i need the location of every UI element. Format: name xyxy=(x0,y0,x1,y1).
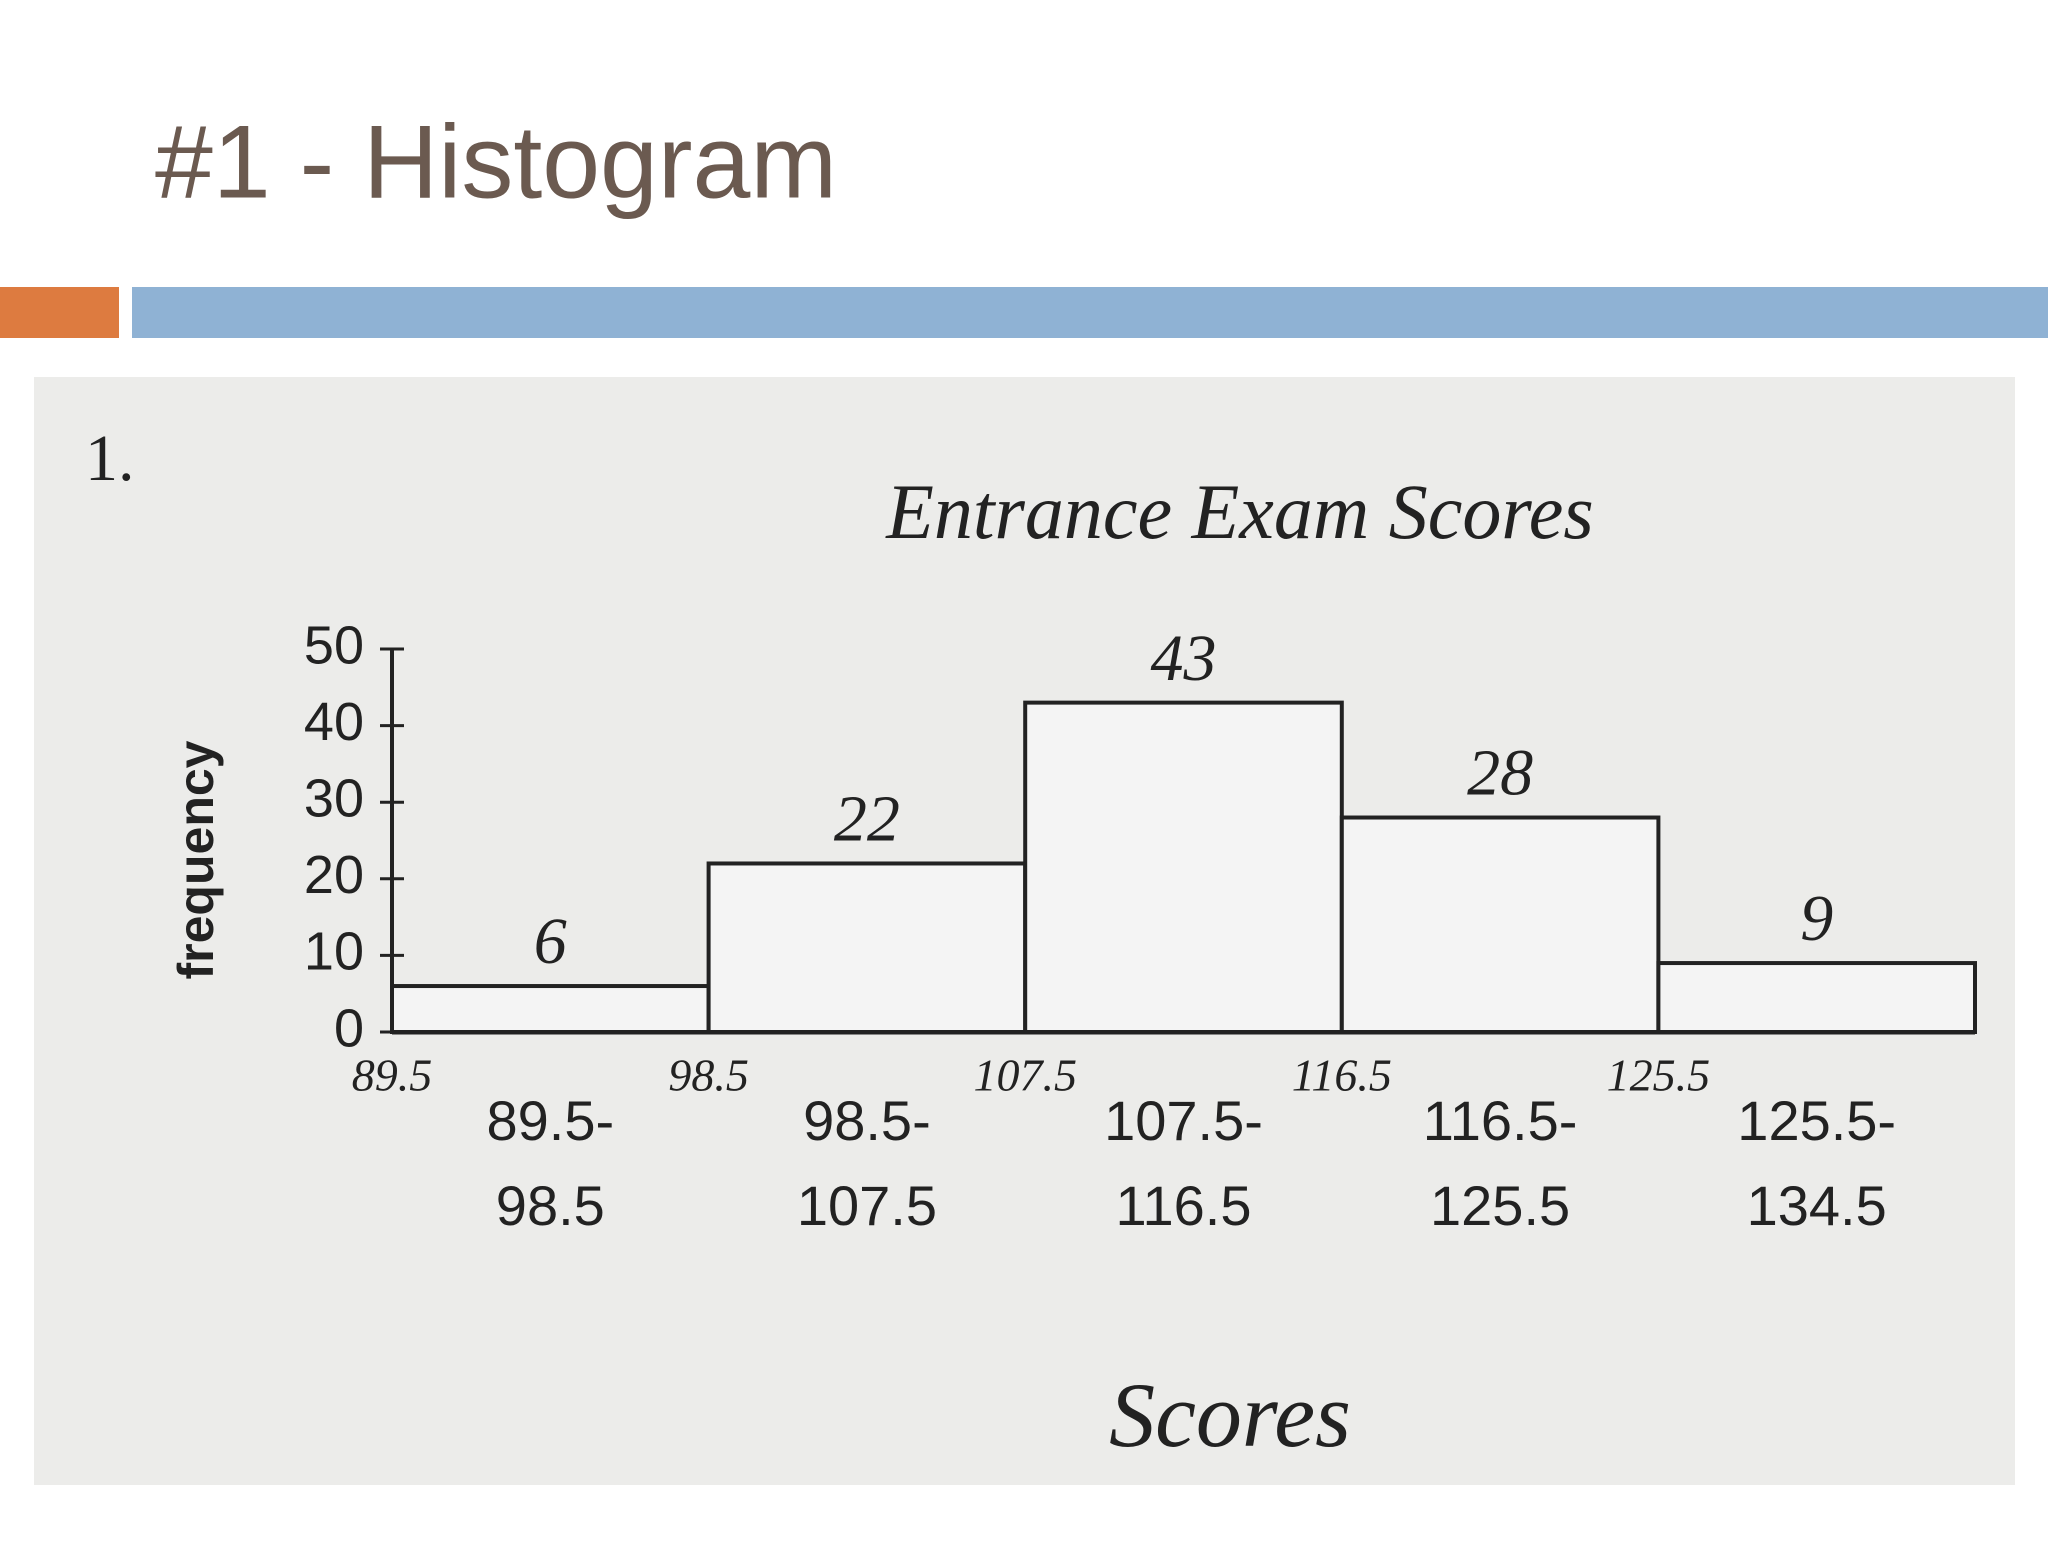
data-label: 22 xyxy=(834,783,900,856)
bar xyxy=(1656,961,1978,1034)
y-tick-label: 50 xyxy=(304,615,364,675)
x-tick-label-line: 98.5- xyxy=(803,1089,931,1152)
x-tick-label-line: 116.5 xyxy=(1116,1174,1252,1237)
data-label: 6 xyxy=(534,905,567,978)
x-tick-label-line: 125.5 xyxy=(1430,1174,1570,1237)
bin-edge-label: 116.5 xyxy=(1292,1050,1392,1101)
x-tick-label-line: 107.5- xyxy=(1104,1089,1263,1152)
x-tick-label: 89.5- 98.5 xyxy=(486,1089,614,1237)
y-tick-label: 30 xyxy=(304,768,364,828)
x-tick-label-line: 98.5 xyxy=(496,1174,605,1237)
x-tick-label-line: 125.5- xyxy=(1737,1089,1896,1152)
x-tick-label-line: 89.5- xyxy=(486,1089,614,1152)
x-tick-label: 98.5- 107.5 xyxy=(797,1089,937,1237)
data-label: 28 xyxy=(1467,737,1533,810)
x-tick-label: 125.5- 134.5 xyxy=(1737,1089,1896,1237)
y-tick-label: 0 xyxy=(334,998,364,1058)
bar xyxy=(1023,700,1344,1034)
slide-title: #1 - Histogram xyxy=(155,104,837,220)
bar xyxy=(706,861,1028,1034)
bin-edge-label: 89.5 xyxy=(352,1050,433,1101)
bin-edge-label: 107.5 xyxy=(973,1050,1077,1101)
bin-edge-label: 98.5 xyxy=(668,1050,749,1101)
x-tick-label-line: 134.5 xyxy=(1747,1174,1887,1237)
data-label: 9 xyxy=(1800,882,1833,955)
problem-number: 1. xyxy=(85,422,135,495)
chart-title: Entrance Exam Scores xyxy=(885,468,1594,555)
y-axis-label: frequency xyxy=(168,740,224,979)
accent-bar xyxy=(0,287,119,338)
x-axis-label: Scores xyxy=(1109,1364,1351,1466)
x-tick-label: 107.5- 116.5 xyxy=(1104,1089,1263,1237)
data-label: 43 xyxy=(1151,622,1217,695)
rule-bar xyxy=(132,287,2048,338)
x-tick-label-line: 107.5 xyxy=(797,1174,937,1237)
x-tick-label: 116.5- 125.5 xyxy=(1423,1089,1578,1237)
y-tick-label: 10 xyxy=(304,922,364,982)
x-tick-label-line: 116.5- xyxy=(1423,1089,1578,1152)
bar xyxy=(390,984,711,1034)
y-tick-label: 20 xyxy=(304,845,364,905)
y-tick-label: 40 xyxy=(304,692,364,752)
bar xyxy=(1339,815,1661,1035)
bin-edge-label: 125.5 xyxy=(1607,1050,1711,1101)
